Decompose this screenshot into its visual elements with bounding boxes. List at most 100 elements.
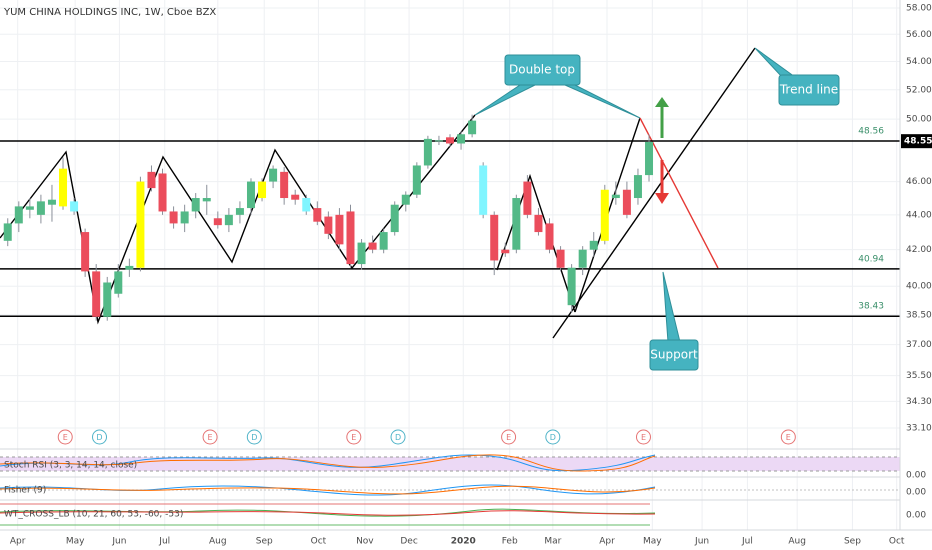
event-marker — [545, 429, 561, 445]
callouts: Double top Trend line Support — [474, 47, 840, 371]
level-label: 40.94 — [858, 254, 884, 264]
candle-body — [59, 168, 68, 207]
candle-body — [379, 232, 388, 250]
event-marker — [501, 429, 517, 445]
candle-body — [479, 165, 488, 215]
candle-body — [224, 214, 233, 226]
candle-body — [501, 249, 510, 254]
event-marker — [92, 429, 108, 445]
y-tick-label: 52.00 — [906, 85, 932, 95]
candle-body — [390, 204, 399, 233]
event-marker — [390, 429, 406, 445]
y-tick-label: 54.00 — [906, 57, 932, 67]
event-marker — [346, 429, 362, 445]
candle-body — [36, 201, 45, 215]
x-tick-label: Jun — [111, 537, 126, 547]
event-label: E — [208, 433, 213, 442]
candle-body — [622, 189, 631, 215]
x-tick-label: 2020 — [451, 537, 476, 547]
y-tick-label: 42.00 — [906, 245, 932, 255]
event-marker — [246, 429, 262, 445]
callout-box — [778, 74, 840, 106]
indicator-name: WT_CROSS_LB (10, 21, 60, 53, -60, -53) — [4, 510, 183, 520]
candle-body — [158, 173, 167, 212]
x-tick-label: Jun — [694, 537, 709, 547]
annotation: Double top — [509, 63, 575, 77]
x-tick-label: Oct — [889, 537, 905, 547]
x-tick-label: Feb — [502, 537, 518, 547]
x-tick-label: May — [66, 537, 85, 547]
candle-body — [412, 165, 421, 195]
trend-line — [552, 47, 756, 339]
x-tick-label: May — [643, 537, 662, 547]
candle-body — [446, 137, 454, 144]
candle-body — [70, 201, 79, 212]
level-label: 48.56 — [858, 127, 884, 137]
event-label: D — [251, 433, 257, 442]
y-tick-label: 40.00 — [906, 282, 932, 292]
y-tick-label: 46.00 — [906, 177, 932, 187]
candle-body — [401, 194, 410, 205]
wt-signal — [0, 510, 656, 516]
up-arrow-head — [655, 97, 669, 107]
x-tick-label: Apr — [10, 537, 26, 547]
candle-body — [114, 271, 123, 294]
x-tick-label: Mar — [544, 537, 561, 547]
candle-body — [468, 120, 477, 135]
event-label: E — [506, 433, 511, 442]
annotation: Trend line — [779, 83, 838, 97]
y-tick-label: 33.10 — [906, 424, 932, 434]
indicator-value: 0.00 — [906, 471, 926, 481]
indicator-panels — [0, 448, 900, 526]
event-label: E — [786, 433, 791, 442]
y-tick-label: 34.30 — [906, 397, 932, 407]
candle-body — [645, 141, 654, 176]
candle-body — [346, 211, 355, 265]
candle-body — [103, 282, 112, 317]
candles — [3, 114, 654, 321]
candle-body — [191, 198, 200, 212]
candle-body — [457, 134, 466, 144]
candle-body — [280, 171, 289, 199]
indicator-value: 0.00 — [906, 511, 926, 521]
candle-body — [302, 198, 311, 212]
stoch-d-line — [0, 454, 656, 472]
candle-body — [47, 199, 56, 205]
event-marker — [202, 429, 218, 445]
level-label: 38.43 — [858, 302, 884, 312]
x-tick-label: Sep — [844, 537, 861, 547]
candle-body — [169, 211, 178, 224]
last-price-label: 48.55 — [904, 137, 932, 147]
candle-body — [147, 171, 156, 189]
candle-body — [490, 214, 499, 261]
x-tick-label: Jul — [741, 537, 753, 547]
candle-body — [512, 198, 521, 250]
candle-body — [423, 138, 432, 166]
callout-box — [649, 339, 699, 371]
candle-body — [291, 194, 300, 200]
candle-body — [633, 175, 642, 199]
event-label: D — [550, 433, 556, 442]
candle-body — [258, 181, 267, 199]
event-marker — [780, 429, 796, 445]
candle-body — [589, 240, 598, 250]
x-tick-label: Jul — [158, 537, 170, 547]
candle-body — [368, 242, 377, 250]
down-arrow-head — [655, 193, 669, 204]
candle-body — [269, 168, 278, 182]
event-label: D — [96, 433, 102, 442]
candle-body — [534, 214, 543, 233]
candle-body — [578, 249, 587, 268]
candle-body — [213, 218, 222, 226]
candle-body — [92, 271, 101, 317]
event-label: E — [351, 433, 356, 442]
y-tick-label: 44.00 — [906, 210, 932, 220]
candle-body — [324, 216, 333, 234]
grid — [0, 0, 900, 530]
y-tick-label: 50.00 — [906, 115, 932, 125]
candle-body — [136, 181, 145, 268]
x-tick-label: Apr — [599, 537, 615, 547]
indicator-name: Stoch RSI (3, 3, 14, 14, close) — [4, 461, 137, 471]
event-label: D — [395, 433, 401, 442]
